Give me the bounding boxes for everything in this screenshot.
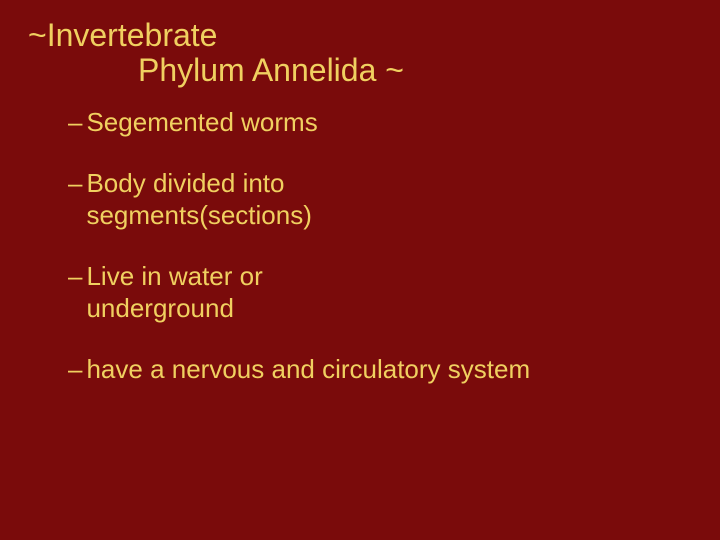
title-line-1: ~Invertebrate: [28, 18, 692, 53]
bullet-list: – Segemented worms – Body divided into s…: [28, 106, 692, 385]
slide: ~Invertebrate Phylum Annelida ~ – Segeme…: [0, 0, 720, 540]
bullet-item: – have a nervous and circulatory system: [68, 353, 692, 386]
bullet-text: have a nervous and circulatory system: [86, 353, 530, 386]
bullet-text: Live in water or underground: [86, 260, 406, 325]
bullet-text: Segemented worms: [86, 106, 317, 139]
bullet-dash: –: [68, 353, 82, 386]
bullet-item: – Segemented worms: [68, 106, 692, 139]
bullet-item: – Body divided into segments(sections): [68, 167, 692, 232]
bullet-dash: –: [68, 167, 82, 232]
bullet-item: – Live in water or underground: [68, 260, 692, 325]
title-line-2: Phylum Annelida ~: [28, 53, 692, 88]
bullet-dash: –: [68, 106, 82, 139]
slide-title: ~Invertebrate Phylum Annelida ~: [28, 18, 692, 88]
bullet-dash: –: [68, 260, 82, 325]
bullet-text: Body divided into segments(sections): [86, 167, 406, 232]
